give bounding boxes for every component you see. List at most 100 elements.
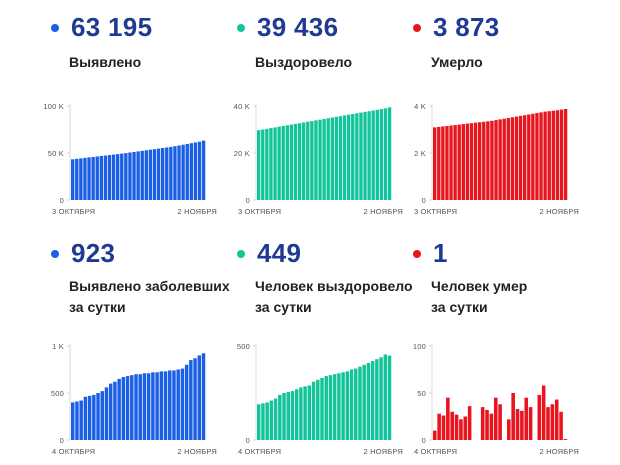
bar	[282, 393, 286, 440]
x-label-end: 2 НОЯБРЯ	[539, 447, 579, 456]
y-tick-label: 100 K	[43, 102, 64, 111]
bar	[498, 404, 502, 440]
bar	[148, 149, 153, 200]
bar	[345, 371, 350, 440]
bar	[318, 119, 322, 200]
y-tick-label: 0	[60, 436, 64, 445]
kpi-label: Выявлено заболевших за сутки	[69, 276, 230, 318]
bar	[197, 355, 202, 440]
bar	[111, 154, 116, 200]
bar	[261, 129, 265, 200]
bar	[269, 128, 273, 200]
bar	[563, 108, 568, 200]
bar	[193, 358, 197, 440]
bar	[165, 147, 169, 200]
bar	[433, 430, 437, 440]
bar	[494, 120, 498, 200]
bar	[134, 374, 138, 440]
bar	[362, 364, 366, 440]
y-tick-label: 50	[417, 389, 426, 398]
bar	[387, 355, 392, 440]
bar	[338, 116, 343, 200]
bar	[454, 414, 459, 440]
bar	[281, 125, 285, 200]
bar	[172, 370, 176, 440]
bar	[152, 149, 157, 200]
kpi: 3 873	[412, 12, 500, 43]
bar	[520, 410, 524, 440]
bar	[273, 398, 278, 440]
bar	[510, 117, 515, 200]
bar	[92, 394, 96, 440]
bar	[189, 143, 193, 200]
kpi-value: 449	[257, 238, 302, 268]
bar	[518, 115, 523, 200]
series-dot-icon	[51, 249, 59, 258]
bar	[555, 110, 560, 200]
bar	[334, 116, 339, 200]
bar	[177, 145, 181, 200]
bar	[445, 125, 449, 200]
x-label-start: 4 ОКТЯБРЯ	[414, 447, 457, 456]
bar	[294, 389, 299, 440]
bar	[169, 146, 173, 200]
bar	[83, 396, 88, 440]
bar-chart-deaths-daily: 0 50 100 4 ОКТЯБРЯ 2 НОЯБРЯ	[413, 342, 579, 456]
x-label-start: 4 ОКТЯБРЯ	[52, 447, 95, 456]
bar	[124, 153, 128, 200]
bar	[437, 413, 441, 440]
kpi-label-line: за сутки	[255, 299, 312, 315]
series-dot-icon	[413, 23, 421, 32]
kpi: 39 436	[236, 12, 338, 43]
bar	[297, 123, 302, 200]
y-tick-label: 500	[51, 389, 64, 398]
kpi: 923	[50, 238, 115, 269]
bar	[289, 124, 294, 200]
bar	[269, 400, 274, 440]
bar	[465, 123, 470, 200]
bar	[293, 123, 298, 200]
kpi-value: 923	[71, 238, 116, 268]
bar	[459, 419, 463, 440]
bar	[71, 159, 75, 200]
bar	[140, 150, 144, 200]
series-dot-icon	[237, 23, 245, 32]
bar	[502, 118, 506, 200]
y-tick-label: 4 K	[414, 102, 426, 111]
bar	[113, 381, 117, 440]
kpi-label: Выявлено	[69, 52, 141, 73]
bar	[449, 125, 453, 200]
bar	[480, 407, 485, 440]
bar	[554, 399, 559, 440]
bar	[559, 109, 564, 200]
bar	[351, 113, 355, 200]
bar	[379, 109, 384, 200]
x-label-end: 2 НОЯБРЯ	[363, 207, 403, 216]
bar-chart-detected-total: 0 50 K 100 K 3 ОКТЯБРЯ 2 НОЯБРЯ	[43, 102, 216, 216]
kpi-value: 3 873	[433, 12, 500, 42]
bar	[478, 122, 482, 200]
bar	[306, 121, 310, 200]
bar	[498, 119, 502, 200]
bar	[311, 381, 316, 440]
bar	[184, 364, 189, 440]
bar	[506, 117, 510, 200]
bar	[142, 373, 147, 440]
y-tick-label: 50 K	[48, 149, 64, 158]
bar	[120, 153, 124, 200]
bar	[193, 142, 198, 200]
kpi-label: Выздоровело	[255, 52, 352, 73]
kpi: 63 195	[50, 12, 152, 43]
kpi-label: Человек выздоровело за сутки	[255, 276, 413, 318]
bar	[181, 144, 185, 200]
bar	[273, 127, 277, 200]
bar	[159, 371, 164, 440]
bar	[201, 353, 206, 440]
bar	[450, 411, 454, 440]
y-tick-label: 1 K	[52, 342, 64, 351]
bar	[493, 397, 498, 440]
bar	[79, 158, 83, 200]
bar	[441, 126, 445, 200]
bar	[265, 128, 269, 200]
bar-chart-deaths-total: 0 2 K 4 K 3 ОКТЯБРЯ 2 НОЯБРЯ	[414, 102, 579, 216]
